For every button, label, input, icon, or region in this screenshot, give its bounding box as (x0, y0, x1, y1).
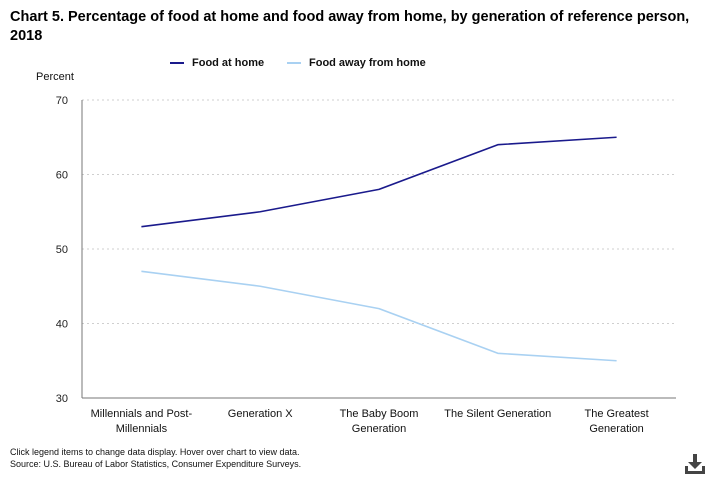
x-tick-label-1: Generation X (228, 408, 293, 420)
legend-label-food-at-home: Food at home (192, 57, 265, 69)
legend-item-food-away-from-home[interactable]: Food away from home (287, 57, 426, 69)
y-tick-label-70: 70 (56, 95, 68, 107)
y-tick-label-50: 50 (56, 244, 68, 256)
series-line-food-away-from-home (141, 270, 617, 362)
chart-title: Chart 5. Percentage of food at home and … (10, 9, 690, 44)
download-icon-glyph (685, 454, 705, 474)
footer-source: Source: U.S. Bureau of Labor Statistics,… (10, 459, 302, 469)
data-point-0-2[interactable] (374, 184, 384, 194)
x-tick-label-0: Millennials and Post-Millennials (91, 408, 193, 435)
footer-instructions: Click legend items to change data displa… (10, 447, 300, 457)
data-point-1-1[interactable] (255, 281, 265, 291)
legend-swatch-food-at-home (170, 62, 184, 64)
y-tick-label-40: 40 (56, 319, 68, 331)
data-point-0-1[interactable] (255, 207, 265, 217)
data-point-1-0[interactable] (136, 266, 146, 276)
series-line-food-at-home (141, 136, 617, 228)
data-point-0-3[interactable] (493, 140, 503, 150)
data-point-1-4[interactable] (612, 356, 622, 366)
y-tick-label-60: 60 (56, 170, 68, 182)
data-point-1-3[interactable] (493, 348, 503, 358)
legend-label-food-away-from-home: Food away from home (309, 57, 426, 69)
y-tick-label-30: 30 (56, 393, 68, 405)
x-tick-label-2: The Baby Boom Generation (340, 408, 419, 435)
data-point-0-4[interactable] (612, 132, 622, 142)
x-tick-label-3: The Silent Generation (444, 408, 551, 420)
legend: Food at home Food away from home (0, 57, 720, 73)
footer-notes: Click legend items to change data displa… (10, 446, 301, 470)
download-icon[interactable] (683, 453, 707, 475)
data-point-1-2[interactable] (374, 304, 384, 314)
y-axis-title: Percent (36, 71, 74, 83)
legend-swatch-food-away-from-home (287, 62, 301, 64)
data-point-0-0[interactable] (136, 222, 146, 232)
x-tick-label-4: The Greatest Generation (584, 408, 648, 435)
line-chart[interactable]: Percent 30 40 50 60 70 Millennials and Post-Mi… (0, 0, 720, 440)
legend-item-food-at-home[interactable]: Food at home (170, 57, 264, 69)
